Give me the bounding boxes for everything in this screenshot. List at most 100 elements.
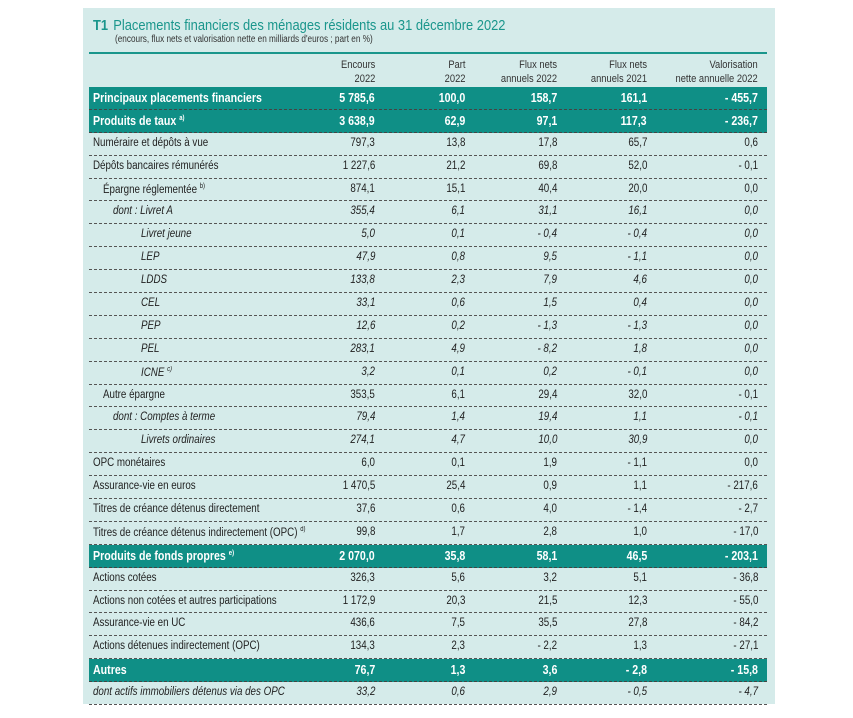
row-label: Épargne réglementée b)	[103, 183, 205, 196]
cell-value: 20,3	[445, 594, 465, 607]
cell-value: 12,6	[355, 319, 375, 332]
cell-value: - 1,1	[627, 251, 647, 264]
cell-value: 7,9	[543, 274, 557, 287]
cell-value: 0,0	[744, 182, 758, 195]
table-code: T1	[93, 17, 109, 34]
column-header: Valorisation nette annuelle 2022	[676, 58, 758, 86]
table-row: Titres de créance détenus indirectement …	[89, 522, 767, 545]
table-row: Assurance-vie en euros 1 470,5 25,4 0,9 1,1 -…	[89, 476, 767, 500]
cell-value: 1,4	[451, 411, 465, 424]
footnote-marker: d)	[300, 525, 306, 533]
cell-value: - 217,6	[727, 480, 758, 493]
cell-value: 1 227,6	[342, 159, 375, 172]
cell-value: 1,3	[633, 640, 647, 653]
table-row: CEL 33,1 0,6 1,5 0,4 0,0	[89, 293, 767, 316]
column-header-line: annuels 2021	[590, 73, 647, 85]
cell-value: 5,1	[633, 571, 647, 584]
row-label-text: Actions détenues indirectement (OPC)	[93, 640, 260, 653]
cell-value: 0,0	[744, 251, 758, 264]
cell-value: 37,6	[355, 503, 375, 516]
cell-value: 797,3	[350, 136, 375, 149]
row-label: Actions non cotées et autres participati…	[93, 595, 277, 607]
cell-value: 133,8	[350, 274, 375, 287]
column-header: Flux nets annuels 2021	[591, 58, 647, 86]
cell-value: 117,3	[620, 113, 647, 128]
cell-value: 0,0	[744, 365, 758, 378]
row-label: LDDS	[141, 274, 167, 286]
cell-value: 12,3	[627, 594, 647, 607]
cell-value: 52,0	[627, 159, 647, 172]
cell-value: 27,8	[627, 617, 647, 630]
footnote-marker: e)	[228, 549, 235, 557]
row-label-text: Livrets ordinaires	[141, 434, 216, 447]
column-header: Flux nets annuels 2022	[501, 58, 557, 86]
cell-value: 6,0	[361, 457, 375, 470]
table-title-text: Placements financiers des ménages réside…	[113, 17, 506, 34]
cell-value: - 2,7	[738, 503, 758, 516]
cell-value: 0,8	[451, 251, 465, 264]
section-row: Principaux placements financiers 5 785,6 1…	[89, 87, 767, 110]
table-row: Autre épargne 353,5 6,1 29,4 32,0 - 0,1	[89, 385, 767, 408]
cell-value: 21,2	[445, 159, 465, 172]
column-header: Encours 2022	[341, 58, 375, 86]
row-label: dont actifs immobiliers détenus via des …	[93, 686, 285, 698]
table-row: Numéraire et dépôts à vue 797,3 13,8 17,8 65…	[89, 133, 767, 156]
row-label-text: ICNE	[141, 366, 165, 379]
cell-value: 0,6	[451, 503, 465, 516]
cell-value: - 17,0	[732, 525, 758, 538]
cell-value: 0,0	[744, 342, 758, 355]
row-label-text: LEP	[141, 251, 160, 264]
cell-value: - 0,1	[627, 365, 647, 378]
cell-value: - 455,7	[724, 91, 758, 105]
row-label-text: Actions non cotées et autres participati…	[93, 594, 277, 607]
cell-value: 35,8	[444, 548, 465, 563]
cell-value: 16,1	[627, 205, 647, 218]
row-label-text: LDDS	[141, 274, 168, 287]
cell-value: 65,7	[627, 136, 647, 149]
row-label-text: Produits de fonds propres	[93, 548, 226, 563]
column-header: Part 2022	[444, 58, 465, 86]
table-row: Dépôts bancaires rémunérés 1 227,6 21,2 69,…	[89, 156, 767, 179]
cell-value: 2,9	[543, 686, 557, 699]
cell-value: - 0,1	[738, 388, 758, 401]
cell-value: 0,2	[543, 365, 557, 378]
cell-value: - 8,2	[537, 342, 557, 355]
section-row: Produits de taux a) 3 638,9 62,9 97,1 117,3 -…	[89, 109, 767, 133]
row-label: Assurance-vie en euros	[93, 480, 196, 492]
table-row: Actions détenues indirectement (OPC) 134,…	[89, 636, 767, 660]
cell-value: - 15,8	[730, 663, 758, 678]
table-row: dont : Comptes à terme 79,4 1,4 19,4 1,1 - 0,…	[89, 407, 767, 431]
table-subtitle: (encours, flux nets et valorisation nett…	[115, 34, 373, 45]
row-label: dont : Comptes à terme	[113, 411, 215, 423]
table-row: PEL 283,1 4,9 - 8,2 1,8 0,0	[89, 339, 767, 362]
cell-value: 0,1	[451, 228, 465, 241]
row-label-text: Principaux placements financiers	[93, 91, 262, 105]
cell-value: 0,0	[744, 297, 758, 310]
footnote-marker: b)	[199, 182, 206, 190]
cell-value: 161,1	[620, 91, 647, 105]
table-row: dont actifs immobiliers détenus via des …	[89, 682, 767, 706]
row-label-text: Titres de créance détenus directement	[93, 503, 260, 516]
cell-value: 353,5	[350, 388, 375, 401]
row-label: Livrets ordinaires	[141, 434, 215, 446]
table-row: Titres de créance détenus directement 37,…	[89, 499, 767, 522]
cell-value: 5 785,6	[339, 91, 375, 105]
cell-value: 4,9	[451, 342, 465, 355]
cell-value: 33,1	[355, 297, 375, 310]
cell-value: 1,1	[633, 480, 647, 493]
row-label-text: dont : Livret A	[113, 205, 173, 218]
row-label: dont : Livret A	[113, 205, 173, 217]
header-rule	[89, 52, 767, 54]
row-label-text: CEL	[141, 297, 161, 310]
cell-value: 97,1	[536, 113, 557, 128]
cell-value: 874,1	[350, 182, 375, 195]
cell-value: 1,5	[543, 297, 557, 310]
row-label: Autres	[93, 663, 127, 677]
column-header-line: 2022	[354, 73, 375, 85]
cell-value: 0,6	[451, 297, 465, 310]
cell-value: 40,4	[537, 182, 557, 195]
cell-value: 0,9	[543, 480, 557, 493]
column-header-line: nette annuelle 2022	[675, 73, 758, 85]
cell-value: 134,3	[350, 640, 375, 653]
row-label: Titres de créance détenus directement	[93, 503, 259, 515]
